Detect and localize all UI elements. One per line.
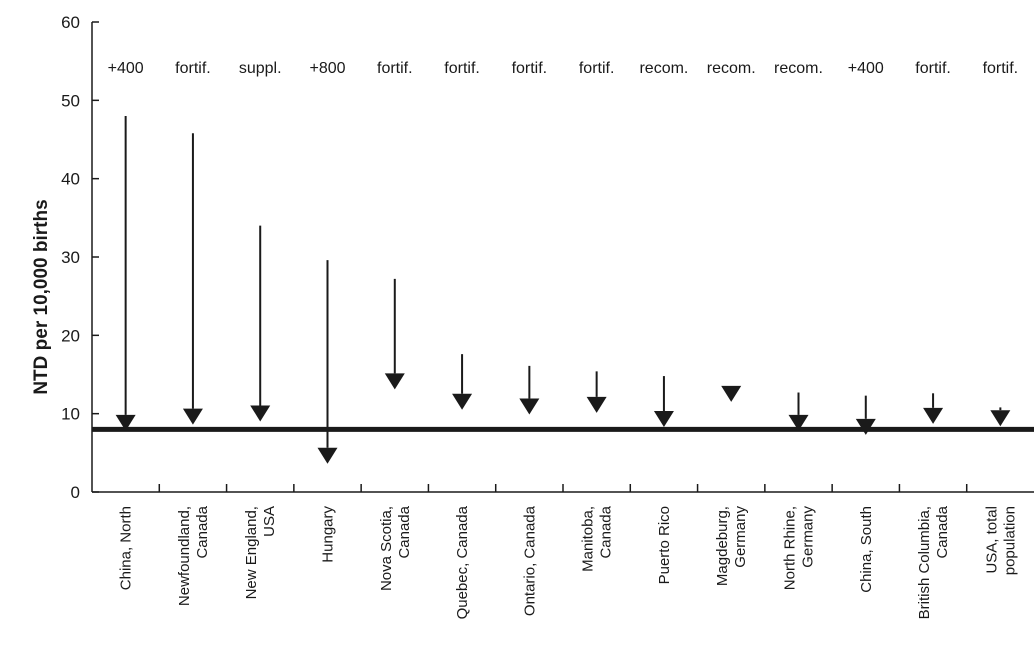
y-tick-label: 10 <box>61 405 80 424</box>
arrow-head <box>653 410 674 427</box>
x-category-label: Manitoba, <box>580 506 597 572</box>
x-category-label: Hungary <box>320 506 337 563</box>
x-category-label: population <box>1001 506 1018 575</box>
intervention-label: +800 <box>309 60 345 77</box>
y-tick-label: 50 <box>61 91 80 110</box>
y-tick-label: 40 <box>61 170 80 189</box>
arrow-head <box>182 408 203 425</box>
x-category-label: Germany <box>732 506 749 568</box>
intervention-label: fortif. <box>175 60 211 77</box>
y-tick-label: 30 <box>61 248 80 267</box>
y-tick-label: 0 <box>71 483 80 502</box>
x-category-label: Canada <box>396 505 413 558</box>
intervention-label: +400 <box>848 60 884 77</box>
x-category-label: Quebec, Canada <box>454 505 471 619</box>
x-category-label: Ontario, Canada <box>521 505 538 616</box>
x-category-label: North Rhine, <box>782 506 799 590</box>
x-category-label: Canada <box>934 505 951 558</box>
intervention-label: fortif. <box>444 60 480 77</box>
intervention-label: +400 <box>108 60 144 77</box>
arrow-head <box>452 393 473 410</box>
arrow-head <box>317 447 338 464</box>
x-category-label: Nova Scotia, <box>378 506 395 591</box>
arrow-head <box>519 398 540 415</box>
y-tick-label: 20 <box>61 326 80 345</box>
x-category-label: Newfoundland, <box>176 506 193 606</box>
x-category-label: Canada <box>194 505 211 558</box>
intervention-label: suppl. <box>239 60 282 77</box>
y-tick-label: 60 <box>61 13 80 32</box>
arrow-head <box>586 396 607 413</box>
intervention-label: recom. <box>639 60 688 77</box>
intervention-label: fortif. <box>579 60 615 77</box>
intervention-label: fortif. <box>915 60 951 77</box>
arrow-head <box>923 407 944 424</box>
y-axis-title: NTD per 10,000 births <box>31 199 52 394</box>
arrow-head <box>250 405 271 422</box>
x-category-label: China, South <box>858 506 875 593</box>
intervention-label: fortif. <box>983 60 1019 77</box>
x-category-label: Puerto Rico <box>656 506 673 584</box>
intervention-label: fortif. <box>377 60 413 77</box>
intervention-label: recom. <box>774 60 823 77</box>
intervention-label: recom. <box>707 60 756 77</box>
x-category-label: British Columbia, <box>916 506 933 619</box>
arrow-head <box>855 418 876 435</box>
x-category-label: Canada <box>598 505 615 558</box>
intervention-label: fortif. <box>512 60 548 77</box>
x-category-label: USA <box>261 506 278 537</box>
arrow-head <box>990 410 1011 427</box>
x-category-label: New England, <box>243 506 260 599</box>
arrow-head <box>384 373 405 390</box>
x-category-label: USA, total <box>983 506 1000 574</box>
x-category-label: Germany <box>800 506 817 568</box>
arrow-head <box>115 414 136 431</box>
x-category-label: Magdeburg, <box>714 506 731 586</box>
arrow-head <box>788 414 809 431</box>
arrow-head <box>721 385 742 402</box>
x-category-label: China, North <box>118 506 135 590</box>
